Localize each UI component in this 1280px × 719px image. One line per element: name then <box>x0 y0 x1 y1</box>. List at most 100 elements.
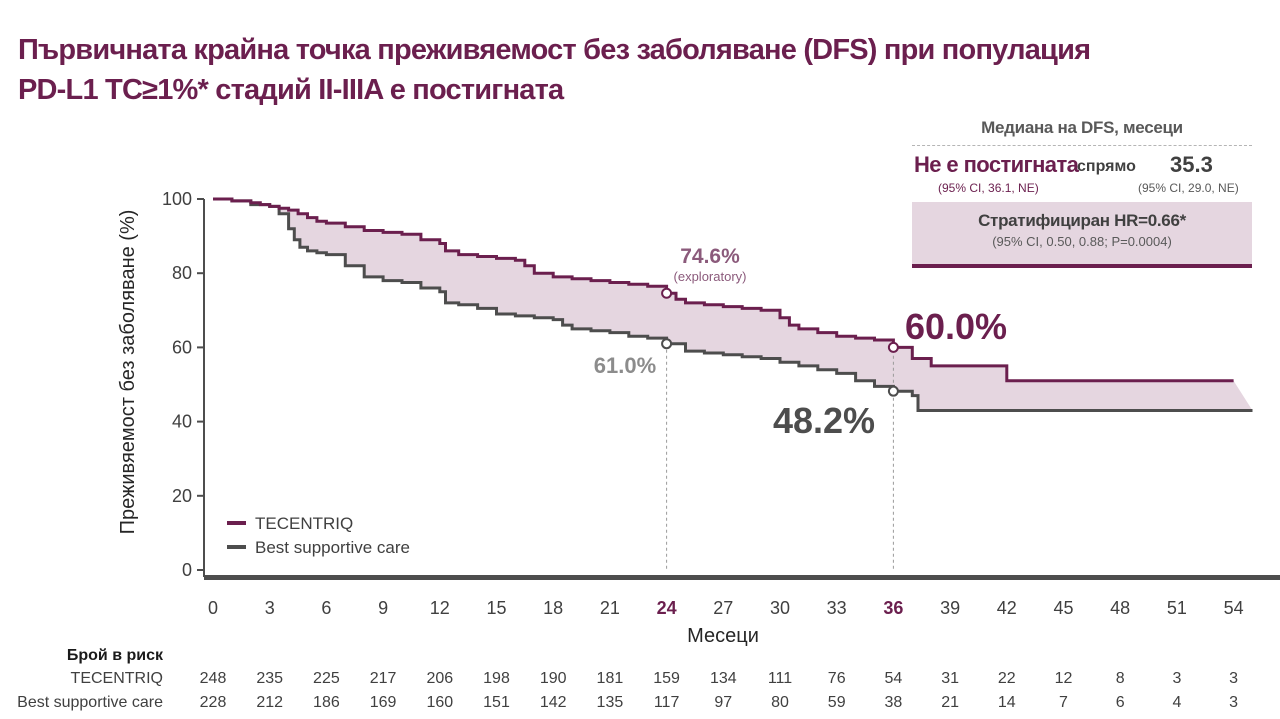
risk-cell: 169 <box>370 694 397 711</box>
milestone-marker-3 <box>887 385 899 397</box>
risk-cell: 6 <box>1116 694 1125 711</box>
y-tick-label: 40 <box>172 412 192 432</box>
median-divider <box>912 145 1252 146</box>
tecentriq-ci: (95% CI, 36.1, NE) <box>938 181 1039 195</box>
median-header: Медиана на DFS, месеци <box>981 118 1183 137</box>
legend-label-tecentriq: TECENTRIQ <box>255 514 353 533</box>
x-tick-label: 15 <box>486 598 506 618</box>
reference-lines <box>666 343 894 570</box>
risk-cell: 235 <box>256 670 283 687</box>
risk-cell: 142 <box>540 694 567 711</box>
x-axis-title: Месеци <box>687 625 759 647</box>
milestone-marker-0 <box>661 287 673 299</box>
risk-row-label: Best supportive care <box>17 694 163 711</box>
x-tick-label: 30 <box>770 598 790 618</box>
hazard-ratio-box: Стратифициран HR=0.66* (95% CI, 0.50, 0.… <box>912 202 1252 268</box>
legend-label-bsc: Best supportive care <box>255 538 410 557</box>
risk-cell: 80 <box>771 694 789 711</box>
risk-cell: 117 <box>654 694 680 711</box>
risk-row-label: TECENTRIQ <box>71 670 163 687</box>
x-tick-label: 54 <box>1224 598 1244 618</box>
x-tick-label: 33 <box>827 598 847 618</box>
x-tick-label: 12 <box>430 598 450 618</box>
risk-cell: 3 <box>1172 670 1181 687</box>
risk-cell: 7 <box>1059 694 1068 711</box>
risk-cell: 59 <box>828 694 846 711</box>
risk-cell: 4 <box>1172 694 1181 711</box>
risk-cell: 186 <box>313 694 340 711</box>
risk-cell: 225 <box>313 670 340 687</box>
annotation-sublabel: (exploratory) <box>674 269 747 284</box>
x-tick-label: 21 <box>600 598 620 618</box>
y-axis-title: Преживяемост без заболяване (%) <box>117 210 139 535</box>
annotation-label: 61.0% <box>594 353 656 378</box>
risk-cell: 217 <box>370 670 397 687</box>
x-tick-label: 51 <box>1167 598 1187 618</box>
y-tick-label: 60 <box>172 337 192 357</box>
annotation-label: 60.0% <box>905 306 1007 347</box>
risk-cell: 206 <box>426 670 453 687</box>
x-axis-line <box>204 575 1280 580</box>
risk-cell: 181 <box>597 670 624 687</box>
risk-cell: 111 <box>768 670 792 687</box>
x-tick-label: 36 <box>883 598 903 618</box>
risk-table-title: Брой в риск <box>67 647 164 664</box>
y-tick-label: 20 <box>172 486 192 506</box>
risk-cell: 31 <box>941 670 959 687</box>
risk-cell: 198 <box>483 670 510 687</box>
versus-label: спрямо <box>1077 158 1136 175</box>
series-line-bsc <box>213 197 1253 412</box>
risk-cell: 248 <box>200 670 227 687</box>
hazard-ratio: Стратифициран HR=0.66* <box>978 211 1186 230</box>
milestone-marker-1 <box>661 338 673 350</box>
risk-cell: 54 <box>885 670 903 687</box>
risk-cell: 190 <box>540 670 567 687</box>
x-tick-label: 3 <box>265 598 275 618</box>
x-tick-label: 42 <box>997 598 1017 618</box>
difference-band-area <box>213 199 1253 411</box>
risk-cell: 159 <box>653 670 680 687</box>
title-line-1: Първичната крайна точка преживяемост без… <box>18 34 1091 66</box>
x-tick-label: 39 <box>940 598 960 618</box>
milestone-markers <box>661 287 899 397</box>
risk-cell: 228 <box>200 694 227 711</box>
x-tick-label: 0 <box>208 598 218 618</box>
risk-cell: 3 <box>1229 670 1238 687</box>
y-tick-label: 100 <box>162 189 192 209</box>
annotation-label: 48.2% <box>773 400 875 441</box>
hazard-ratio-ci: (95% CI, 0.50, 0.88; P=0.0004) <box>992 234 1172 249</box>
risk-cell: 135 <box>597 694 624 711</box>
risk-cell: 3 <box>1229 694 1238 711</box>
risk-cell: 134 <box>710 670 737 687</box>
x-tick-label: 6 <box>321 598 331 618</box>
x-tick-label: 45 <box>1053 598 1073 618</box>
risk-cell: 212 <box>256 694 283 711</box>
annotation-label: 74.6% <box>680 245 740 268</box>
risk-cell: 97 <box>714 694 732 711</box>
x-tick-label: 27 <box>713 598 733 618</box>
series-line-tecentriq <box>213 197 1234 383</box>
difference-band <box>213 199 1253 411</box>
y-tick-label: 0 <box>182 560 192 580</box>
title-line-2: PD-L1 TC≥1%* стадий II-IIIA е постигната <box>18 74 564 106</box>
risk-cell: 76 <box>828 670 846 687</box>
risk-cell: 22 <box>998 670 1016 687</box>
x-tick-label: 48 <box>1110 598 1130 618</box>
tecentriq-median: Не е постигната <box>914 152 1079 177</box>
x-tick-label: 18 <box>543 598 563 618</box>
risk-cell: 21 <box>941 694 959 711</box>
risk-cell: 8 <box>1116 670 1125 687</box>
bsc-ci: (95% CI, 29.0, NE) <box>1138 181 1239 195</box>
median-dfs-box: Медиана на DFS, месеци Не е постигната с… <box>912 118 1252 268</box>
risk-cell: 160 <box>426 694 453 711</box>
x-tick-label: 24 <box>657 598 677 618</box>
bsc-median: 35.3 <box>1170 152 1213 177</box>
y-tick-label: 80 <box>172 263 192 283</box>
x-tick-label: 9 <box>378 598 388 618</box>
risk-cell: 14 <box>998 694 1016 711</box>
page-title: Първичната крайна точка преживяемост без… <box>18 30 1118 110</box>
legend: TECENTRIQ Best supportive care <box>227 514 410 557</box>
